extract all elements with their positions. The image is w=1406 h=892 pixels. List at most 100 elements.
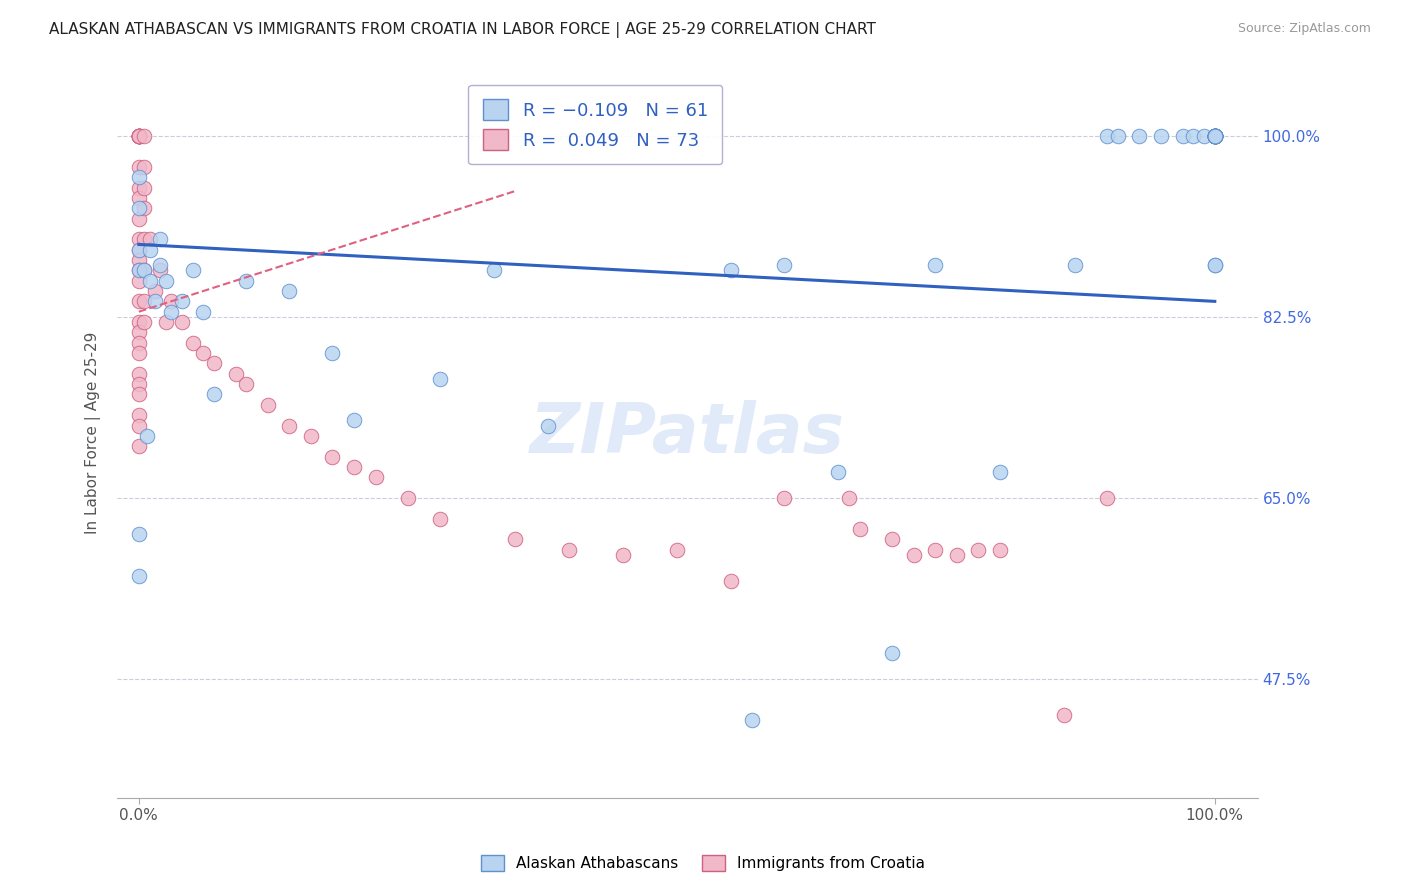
Point bbox=[138, 274, 160, 288]
Point bbox=[128, 439, 150, 453]
Point bbox=[128, 346, 150, 360]
Point bbox=[134, 263, 156, 277]
Point bbox=[880, 646, 903, 660]
Point bbox=[128, 294, 150, 309]
Point bbox=[321, 450, 343, 464]
Point bbox=[1182, 128, 1205, 143]
Point bbox=[482, 263, 505, 277]
Point bbox=[1204, 128, 1226, 143]
Point bbox=[278, 284, 301, 298]
Point bbox=[773, 258, 796, 272]
Point bbox=[134, 180, 156, 194]
Point bbox=[299, 429, 322, 443]
Point bbox=[396, 491, 419, 505]
Point bbox=[1053, 708, 1076, 723]
Point bbox=[170, 294, 193, 309]
Point bbox=[1204, 128, 1226, 143]
Point bbox=[1095, 491, 1118, 505]
Point bbox=[128, 180, 150, 194]
Point bbox=[924, 258, 946, 272]
Point bbox=[612, 548, 634, 562]
Point bbox=[1204, 128, 1226, 143]
Point bbox=[720, 574, 742, 588]
Point bbox=[138, 243, 160, 257]
Point bbox=[134, 263, 156, 277]
Point bbox=[988, 542, 1011, 557]
Text: ALASKAN ATHABASCAN VS IMMIGRANTS FROM CROATIA IN LABOR FORCE | AGE 25-29 CORRELA: ALASKAN ATHABASCAN VS IMMIGRANTS FROM CR… bbox=[49, 22, 876, 38]
Point bbox=[1204, 128, 1226, 143]
Point bbox=[128, 568, 150, 582]
Point bbox=[128, 274, 150, 288]
Point bbox=[128, 128, 150, 143]
Point bbox=[138, 232, 160, 246]
Point bbox=[343, 459, 366, 474]
Point bbox=[1204, 258, 1226, 272]
Point bbox=[967, 542, 990, 557]
Point bbox=[665, 542, 688, 557]
Point bbox=[128, 170, 150, 185]
Point bbox=[128, 128, 150, 143]
Point bbox=[945, 548, 967, 562]
Point bbox=[134, 201, 156, 215]
Point bbox=[558, 542, 581, 557]
Point bbox=[128, 201, 150, 215]
Point bbox=[343, 413, 366, 427]
Point bbox=[1204, 128, 1226, 143]
Point bbox=[149, 232, 172, 246]
Point bbox=[1204, 128, 1226, 143]
Legend: Alaskan Athabascans, Immigrants from Croatia: Alaskan Athabascans, Immigrants from Cro… bbox=[475, 849, 931, 877]
Point bbox=[225, 367, 247, 381]
Point bbox=[1107, 128, 1129, 143]
Point bbox=[1204, 128, 1226, 143]
Point bbox=[134, 232, 156, 246]
Point bbox=[128, 128, 150, 143]
Text: ZIPatlas: ZIPatlas bbox=[530, 400, 845, 467]
Point bbox=[134, 160, 156, 174]
Point bbox=[1204, 128, 1226, 143]
Point bbox=[1204, 128, 1226, 143]
Point bbox=[134, 315, 156, 329]
Point bbox=[202, 387, 225, 401]
Point bbox=[128, 128, 150, 143]
Point bbox=[128, 243, 150, 257]
Point bbox=[155, 274, 177, 288]
Point bbox=[134, 128, 156, 143]
Point bbox=[128, 335, 150, 350]
Point bbox=[1204, 128, 1226, 143]
Point bbox=[128, 315, 150, 329]
Point bbox=[128, 252, 150, 267]
Point bbox=[235, 274, 257, 288]
Point bbox=[149, 258, 172, 272]
Point bbox=[128, 408, 150, 422]
Text: Source: ZipAtlas.com: Source: ZipAtlas.com bbox=[1237, 22, 1371, 36]
Point bbox=[128, 263, 150, 277]
Point bbox=[924, 542, 946, 557]
Point bbox=[278, 418, 301, 433]
Point bbox=[827, 465, 849, 479]
Point bbox=[429, 372, 451, 386]
Point bbox=[128, 232, 150, 246]
Point bbox=[741, 714, 763, 728]
Point bbox=[128, 377, 150, 392]
Point bbox=[128, 263, 150, 277]
Point bbox=[773, 491, 796, 505]
Point bbox=[903, 548, 925, 562]
Point bbox=[880, 533, 903, 547]
Point bbox=[1204, 128, 1226, 143]
Point bbox=[181, 335, 204, 350]
Point bbox=[128, 211, 150, 226]
Point bbox=[1204, 128, 1226, 143]
Point bbox=[143, 284, 166, 298]
Point bbox=[1128, 128, 1150, 143]
Point bbox=[128, 387, 150, 401]
Point bbox=[128, 128, 150, 143]
Point bbox=[1192, 128, 1215, 143]
Point bbox=[257, 398, 280, 412]
Point bbox=[1204, 128, 1226, 143]
Point bbox=[181, 263, 204, 277]
Point bbox=[128, 243, 150, 257]
Point bbox=[202, 356, 225, 370]
Point bbox=[505, 533, 527, 547]
Legend: R = −0.109   N = 61, R =  0.049   N = 73: R = −0.109 N = 61, R = 0.049 N = 73 bbox=[468, 85, 723, 164]
Point bbox=[128, 128, 150, 143]
